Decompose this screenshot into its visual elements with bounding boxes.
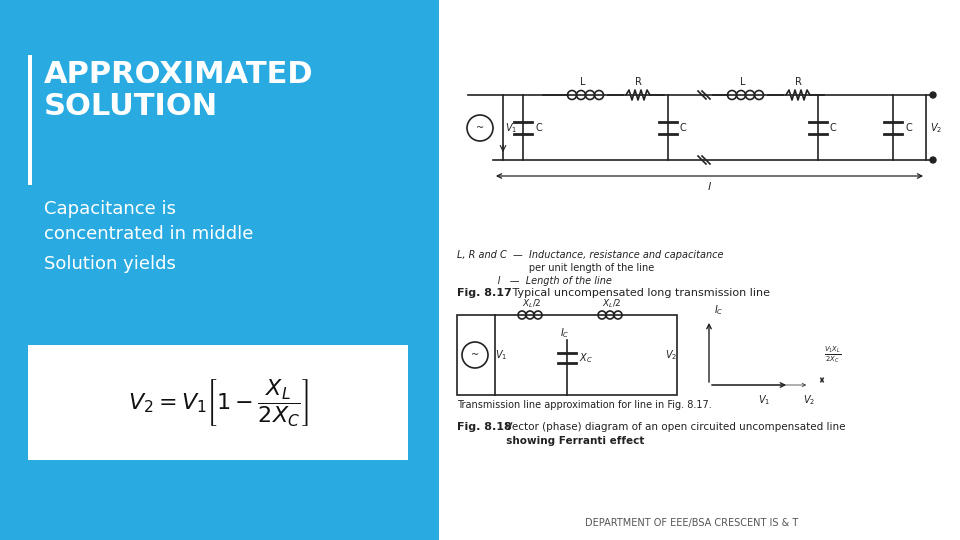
Text: $I_C$: $I_C$: [561, 326, 570, 340]
Text: showing Ferranti effect: showing Ferranti effect: [499, 436, 644, 446]
Text: Fig. 8.18: Fig. 8.18: [457, 422, 512, 432]
Text: C: C: [680, 123, 686, 133]
Text: Vector (phase) diagram of an open circuited uncompensated line: Vector (phase) diagram of an open circui…: [499, 422, 846, 432]
Bar: [0, 0, 439, 540]
Text: $X_L/2$: $X_L/2$: [602, 298, 622, 310]
Text: R: R: [635, 77, 641, 87]
Text: ~: ~: [476, 123, 484, 133]
Text: $l$: $l$: [707, 180, 712, 192]
Text: C: C: [830, 123, 837, 133]
Bar: [28, 55, 32, 185]
Text: $X_L/2$: $X_L/2$: [522, 298, 541, 310]
Text: C: C: [905, 123, 912, 133]
Bar: [439, 0, 960, 540]
Text: Capacitance is
concentrated in middle: Capacitance is concentrated in middle: [44, 200, 253, 243]
Text: Typical uncompensated long transmission line: Typical uncompensated long transmission …: [502, 288, 770, 298]
Text: $V_1$: $V_1$: [495, 348, 507, 362]
Text: $V_2$: $V_2$: [803, 393, 815, 407]
Text: Fig. 8.17: Fig. 8.17: [457, 288, 512, 298]
Text: $V_2 = V_1\left[1 - \dfrac{X_L}{2X_C}\right]$: $V_2 = V_1\left[1 - \dfrac{X_L}{2X_C}\ri…: [128, 377, 308, 428]
Circle shape: [930, 157, 936, 163]
Text: APPROXIMATED
SOLUTION: APPROXIMATED SOLUTION: [44, 60, 314, 122]
Text: DEPARTMENT OF EEE/BSA CRESCENT IS & T: DEPARTMENT OF EEE/BSA CRESCENT IS & T: [585, 518, 798, 528]
Text: L, R and C  —  Inductance, resistance and capacitance: L, R and C — Inductance, resistance and …: [457, 250, 724, 260]
Text: $V_2$: $V_2$: [930, 121, 942, 135]
Text: $V_2$: $V_2$: [665, 348, 677, 362]
Text: l   —  Length of the line: l — Length of the line: [457, 276, 612, 286]
Text: L: L: [580, 77, 586, 87]
Text: R: R: [795, 77, 802, 87]
Text: $I_C$: $I_C$: [714, 303, 724, 317]
Text: $V_1$: $V_1$: [505, 121, 517, 135]
Text: C: C: [535, 123, 541, 133]
Text: Transmission line approximation for line in Fig. 8.17.: Transmission line approximation for line…: [457, 400, 711, 410]
Text: $\frac{V_1 X_L}{2X_C}$: $\frac{V_1 X_L}{2X_C}$: [824, 345, 842, 366]
Text: ~: ~: [471, 350, 479, 360]
Text: L: L: [740, 77, 746, 87]
Text: $V_1$: $V_1$: [757, 393, 770, 407]
Text: per unit length of the line: per unit length of the line: [457, 263, 655, 273]
Circle shape: [930, 92, 936, 98]
Text: Solution yields: Solution yields: [44, 255, 176, 273]
Text: $X_C$: $X_C$: [579, 351, 592, 365]
Bar: [457, 315, 677, 395]
Bar: [28, 345, 408, 460]
